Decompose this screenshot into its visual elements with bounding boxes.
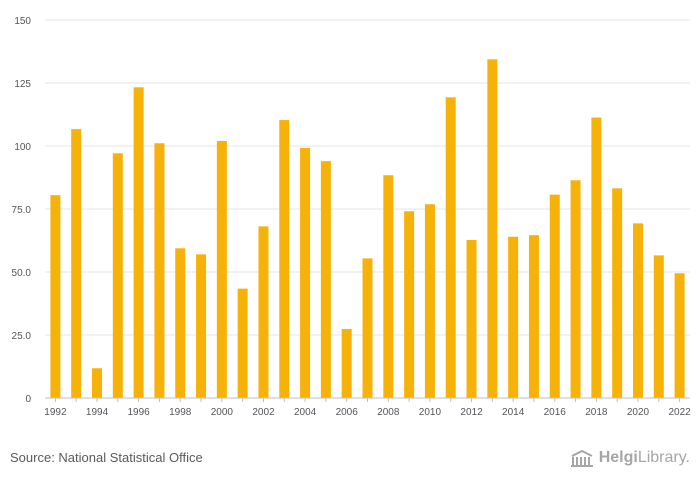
bar-2008 bbox=[383, 175, 394, 398]
x-tick-label: 1998 bbox=[169, 407, 192, 418]
source-note: Source: National Statistical Office bbox=[10, 450, 203, 465]
x-tick-label: 1992 bbox=[44, 407, 67, 418]
y-tick-label: 75.0 bbox=[12, 205, 32, 216]
bars bbox=[50, 59, 685, 399]
x-tick-label: 2008 bbox=[377, 407, 400, 418]
bar-chart: 0 25.0 50.0 75.0 100 125 150 1992 1994 1996 1998 2… bbox=[12, 16, 692, 418]
x-tick-label: 2016 bbox=[544, 407, 567, 418]
bar-2019 bbox=[612, 188, 623, 398]
bar-2022 bbox=[674, 273, 685, 398]
bar-2007 bbox=[362, 258, 373, 398]
bar-2013 bbox=[487, 59, 498, 398]
bar-1995 bbox=[112, 153, 123, 398]
y-tick-label: 100 bbox=[14, 142, 31, 153]
bar-2021 bbox=[653, 255, 664, 398]
bar-1997 bbox=[154, 143, 165, 398]
x-tick-label: 2020 bbox=[627, 407, 650, 418]
x-tick-label: 2004 bbox=[294, 407, 317, 418]
x-tick-label: 1994 bbox=[86, 407, 109, 418]
bar-1994 bbox=[92, 368, 103, 398]
bar-2002 bbox=[258, 226, 269, 398]
y-axis-ticks: 0 25.0 50.0 75.0 100 125 150 bbox=[12, 16, 32, 405]
bar-2015 bbox=[528, 235, 539, 398]
bar-2012 bbox=[466, 239, 477, 398]
y-tick-label: 125 bbox=[14, 79, 31, 90]
bar-2001 bbox=[237, 288, 248, 398]
x-tick-label: 2012 bbox=[460, 407, 483, 418]
bar-2005 bbox=[320, 161, 331, 398]
bar-2011 bbox=[445, 97, 456, 398]
bar-2018 bbox=[591, 117, 602, 399]
logo-library: Library. bbox=[637, 449, 690, 466]
y-tick-label: 150 bbox=[14, 16, 31, 27]
x-tick-label: 2010 bbox=[419, 407, 442, 418]
x-tick-label: 2002 bbox=[252, 407, 275, 418]
bar-2020 bbox=[632, 223, 643, 398]
bar-2009 bbox=[404, 211, 415, 398]
x-tick-label: 2022 bbox=[668, 407, 691, 418]
bar-2016 bbox=[549, 194, 560, 398]
bar-2003 bbox=[279, 120, 290, 398]
x-tick-label: 2014 bbox=[502, 407, 525, 418]
x-tick-label: 2006 bbox=[336, 407, 359, 418]
bar-2004 bbox=[300, 148, 311, 398]
bar-2006 bbox=[341, 328, 352, 398]
bar-1992 bbox=[50, 195, 61, 398]
bar-2017 bbox=[570, 180, 581, 398]
bar-2010 bbox=[424, 204, 435, 398]
y-tick-label: 25.0 bbox=[12, 331, 32, 342]
footer: Source: National Statistical Office Helg… bbox=[0, 440, 700, 483]
bar-2000 bbox=[216, 140, 227, 398]
x-axis: 1992 1994 1996 1998 2000 2002 2004 2006 2008 2010… bbox=[44, 397, 691, 418]
y-tick-label: 50.0 bbox=[12, 268, 32, 279]
library-building-icon bbox=[570, 449, 593, 467]
bar-1996 bbox=[133, 87, 144, 398]
x-tick-label: 2018 bbox=[585, 407, 608, 418]
x-tick-label: 1996 bbox=[128, 407, 151, 418]
bar-2014 bbox=[508, 236, 519, 398]
x-tick-label: 2000 bbox=[211, 407, 234, 418]
logo-helgi: Helgi bbox=[598, 449, 638, 466]
helgi-library-logo: Helgi Library. bbox=[569, 448, 690, 468]
bar-1999 bbox=[196, 254, 207, 398]
chart-area: 0 25.0 50.0 75.0 100 125 150 1992 1994 1996 1998 2… bbox=[12, 16, 692, 418]
y-tick-label: 0 bbox=[25, 394, 31, 405]
bar-1998 bbox=[175, 248, 186, 398]
bar-1993 bbox=[71, 129, 82, 398]
